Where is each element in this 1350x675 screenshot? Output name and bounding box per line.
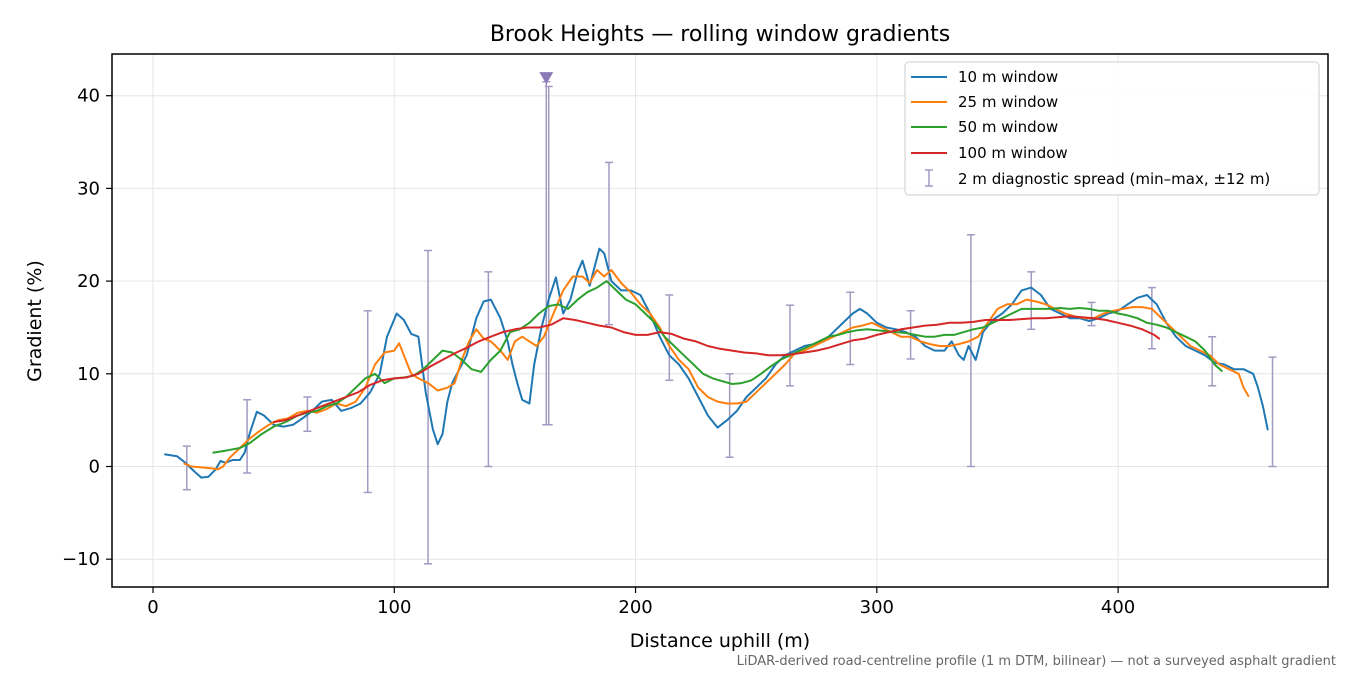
legend-label-100m: 100 m window (958, 144, 1068, 162)
spread-errorbar (605, 161, 614, 326)
y-tick-label: 10 (77, 364, 100, 385)
legend: 10 m window 25 m window 50 m window 100 … (904, 61, 1320, 196)
spread-errorbar (182, 445, 191, 491)
plot-area (164, 72, 1277, 565)
spread-errorbar (363, 310, 372, 494)
series-line-25-m-window (183, 269, 1250, 471)
spread-clip-marker (539, 72, 554, 85)
spread-errorbar (243, 399, 252, 474)
spread-errorbar (665, 294, 674, 382)
legend-label-50m: 50 m window (958, 118, 1058, 136)
spread-errorbar (785, 304, 794, 387)
y-tick-label: 30 (77, 178, 100, 199)
legend-swatch-spread (925, 169, 933, 187)
y-tick-label: 20 (77, 271, 100, 292)
x-axis-label: Distance uphill (m) (630, 630, 810, 652)
x-tick-label: 200 (618, 597, 652, 618)
x-tick-label: 0 (147, 597, 158, 618)
y-tick-label: 0 (89, 456, 100, 477)
spread-errorbar (484, 271, 493, 468)
footnote: LiDAR-derived road-centreline profile (1… (737, 654, 1336, 669)
axes: 0 100 200 300 400 −10 0 10 20 30 40 (62, 86, 1135, 618)
x-tick-label: 400 (1101, 597, 1135, 618)
series-line-100-m-window (272, 315, 1161, 423)
spread-errorbar (1147, 286, 1156, 350)
y-tick-label: −10 (62, 549, 100, 570)
spread-errorbar (544, 85, 553, 426)
legend-label-10m: 10 m window (958, 68, 1058, 86)
legend-box (904, 61, 1320, 196)
spread-errorbar (725, 373, 734, 458)
plot-frame (111, 53, 1329, 588)
y-tick-label: 40 (77, 86, 100, 107)
spread-errorbar (1268, 356, 1277, 468)
legend-label-25m: 25 m window (958, 93, 1058, 111)
chart-title: Brook Heights — rolling window gradients (490, 22, 950, 47)
legend-label-spread: 2 m diagnostic spread (min–max, ±12 m) (958, 170, 1270, 188)
spread-errorbar (1087, 301, 1096, 327)
x-tick-label: 300 (860, 597, 894, 618)
y-axis-label: Gradient (%) (24, 260, 46, 382)
x-tick-label: 100 (377, 597, 411, 618)
